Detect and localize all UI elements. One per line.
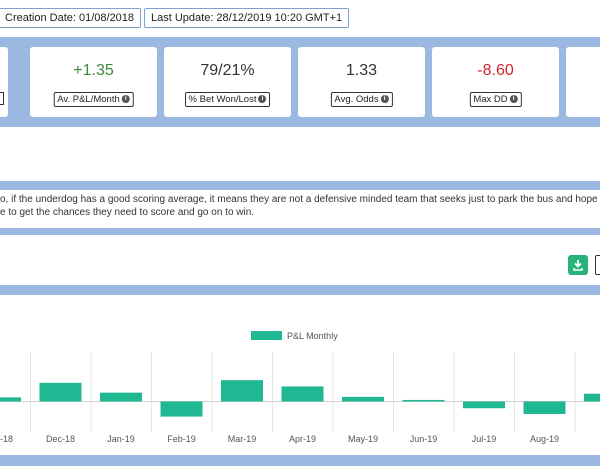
stat-value: +1.35 [73, 62, 114, 79]
stat-card-partial-left [0, 47, 8, 117]
section-divider [0, 228, 600, 235]
stat-card-partial-right [566, 47, 600, 117]
legend-label: P&L Monthly [287, 331, 338, 341]
last-update-pill: Last Update: 28/12/2019 10:20 GMT+1 [144, 8, 350, 28]
stat-card-avg-odds: 1.33 Avg. Odds i [298, 47, 425, 117]
legend-swatch [251, 331, 282, 340]
x-tick-label: May-19 [348, 434, 378, 444]
bar-mar-19[interactable] [221, 380, 263, 402]
x-tick-label: Apr-19 [289, 434, 316, 444]
stat-label[interactable]: % Bet Won/Lost i [184, 92, 271, 107]
x-tick-label: Jan-19 [107, 434, 135, 444]
x-tick-label: -18 [0, 434, 13, 444]
x-tick-label: Mar-19 [228, 434, 257, 444]
bar-jun-19[interactable] [402, 399, 445, 402]
bar-aug-19[interactable] [523, 401, 566, 414]
stat-card-avg-pl-month: +1.35 Av. P&L/Month i [30, 47, 157, 117]
menu-button[interactable] [595, 255, 600, 275]
strategy-description: o, if the underdog has a good scoring av… [0, 194, 598, 218]
creation-date-pill: Creation Date: 01/08/2018 [0, 8, 142, 28]
download-icon [573, 260, 583, 271]
info-icon[interactable]: i [509, 95, 518, 104]
bar-dec-18[interactable] [39, 382, 82, 402]
bottom-band [0, 455, 600, 466]
stat-card-bet-won-lost: 79/21% % Bet Won/Lost i [164, 47, 291, 117]
stat-value: -8.60 [477, 62, 514, 79]
x-tick-label: Jul-19 [472, 434, 497, 444]
description-band [0, 181, 600, 190]
x-tick-label: Dec-18 [46, 434, 75, 444]
x-tick-label: Jun-19 [410, 434, 438, 444]
info-icon[interactable]: i [258, 95, 267, 104]
bar-may-19[interactable] [342, 396, 384, 402]
info-icon[interactable]: i [121, 95, 130, 104]
chart-legend[interactable]: P&L Monthly [251, 331, 338, 341]
pl-monthly-chart: -18 Dec-18 Jan-19 Feb-19 Mar-19 Apr-19 May-19 J… [0, 331, 600, 444]
bar-jul-19[interactable] [463, 401, 505, 409]
x-tick-label: Feb-19 [167, 434, 196, 444]
info-icon[interactable]: i [380, 95, 389, 104]
stat-label[interactable]: Max DD i [469, 92, 522, 107]
x-tick-label: Aug-19 [530, 434, 559, 444]
stat-value: 1.33 [345, 62, 378, 79]
stat-card-max-dd: -8.60 Max DD i [432, 47, 559, 117]
bar-apr-19[interactable] [281, 386, 324, 402]
download-button[interactable] [568, 255, 588, 275]
bar-feb-19[interactable] [160, 401, 203, 417]
chart-band [0, 285, 600, 295]
bar-nov-18[interactable] [0, 397, 21, 402]
stat-label[interactable]: Av. P&L/Month i [53, 92, 134, 107]
bar-sep-19[interactable] [584, 393, 600, 402]
bar-jan-19[interactable] [100, 392, 142, 402]
stat-label[interactable]: Avg. Odds i [330, 92, 393, 107]
stat-value: 79/21% [200, 62, 255, 79]
